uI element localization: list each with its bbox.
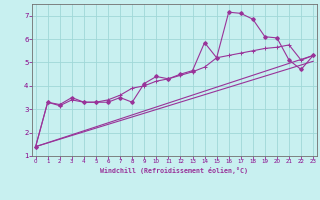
X-axis label: Windchill (Refroidissement éolien,°C): Windchill (Refroidissement éolien,°C) [100,167,248,174]
